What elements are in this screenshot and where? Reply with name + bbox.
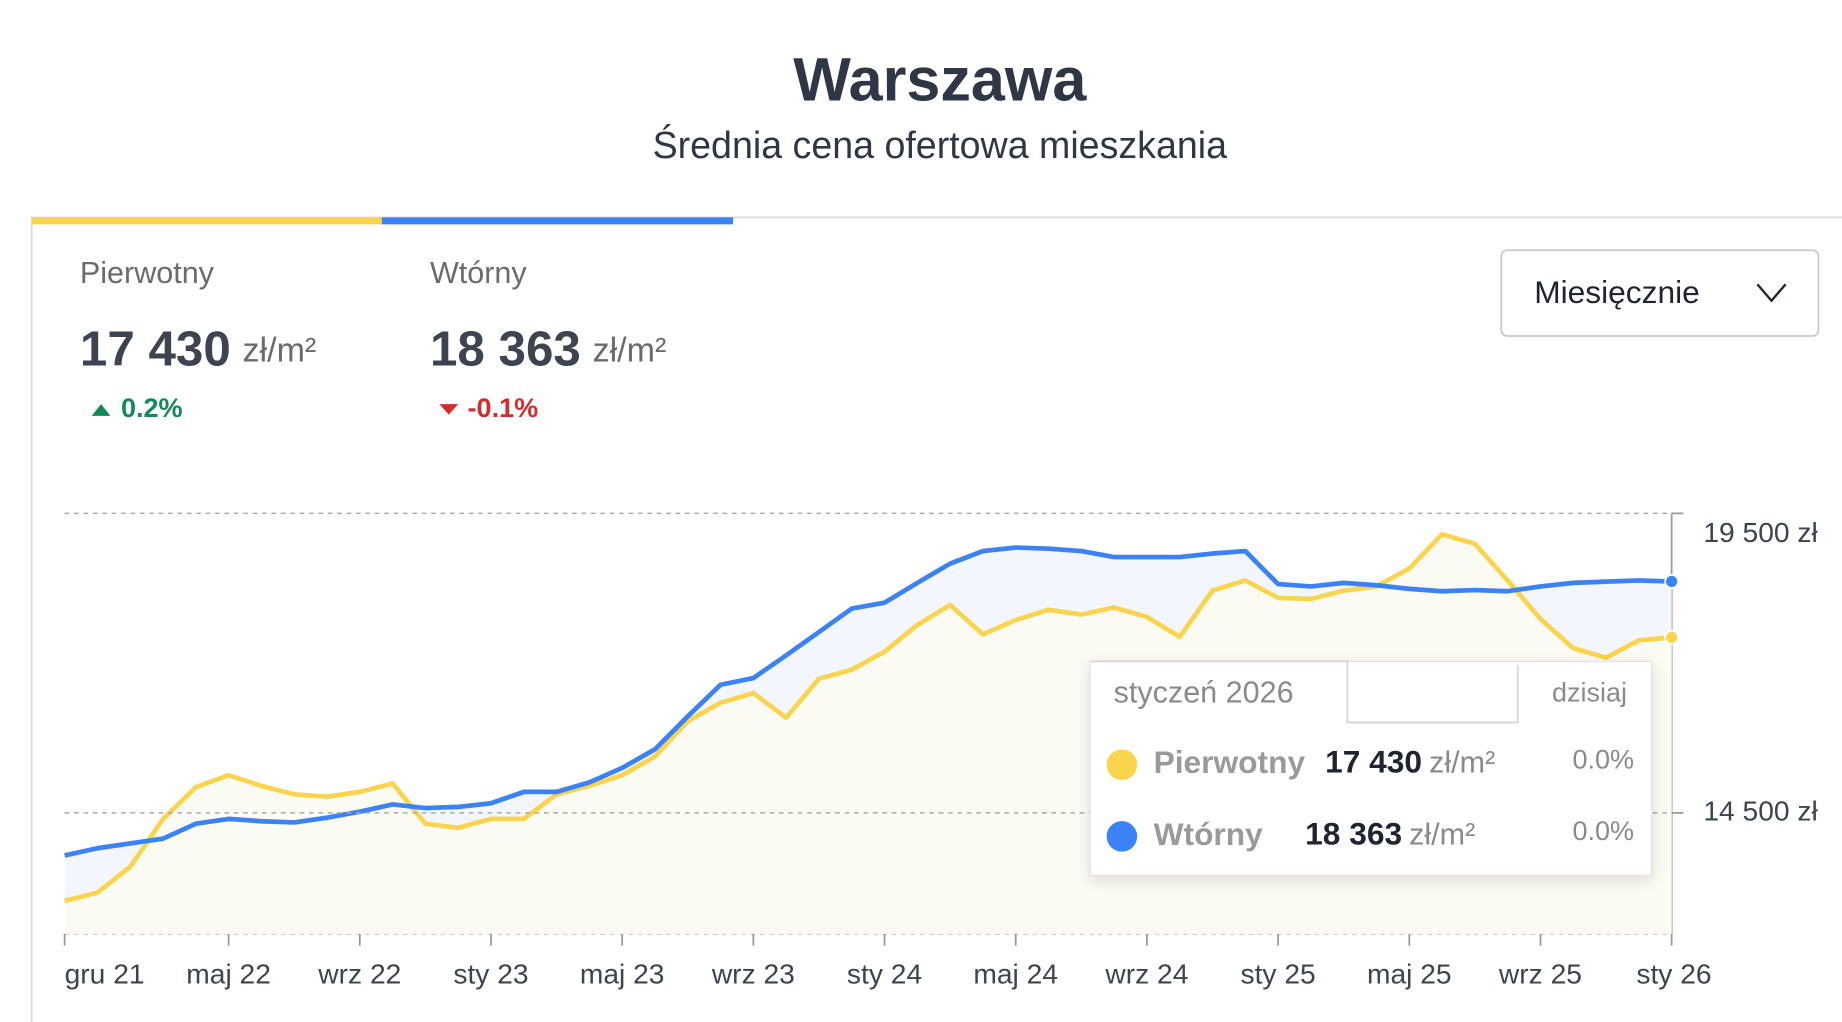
dropdown-label[interactable]: Miesięcznie	[1534, 274, 1700, 310]
legend-dot	[1106, 749, 1138, 781]
value-unit: zł/m²	[1429, 746, 1495, 780]
current-price: 18 363 zł/m²	[430, 321, 666, 376]
price-unit: zł/m²	[593, 331, 667, 369]
y-tick-label: 14 500 zł	[1703, 794, 1818, 826]
x-tick-label: sty 26	[1636, 958, 1711, 990]
tab-indicator[interactable]	[31, 217, 382, 225]
series-line	[64, 545, 1672, 858]
end-point	[1664, 630, 1679, 645]
change-arrow	[439, 404, 459, 415]
value-number: 18 363	[1305, 816, 1402, 852]
change-arrow	[91, 404, 111, 416]
x-tick-label: sty 25	[1240, 958, 1315, 990]
series-label: Wtórny	[430, 256, 527, 290]
x-tick-label: wrz 25	[1498, 958, 1582, 990]
x-tick-label: sty 23	[453, 958, 528, 990]
legend-dot	[1106, 821, 1138, 852]
x-tick-label: gru 21	[65, 958, 145, 990]
lines	[64, 531, 1679, 904]
tooltip-change: 0.0%	[1573, 744, 1635, 774]
tooltip-tab-label: dzisiaj	[1552, 677, 1627, 707]
tooltip-box	[1089, 660, 1653, 876]
subtitle: Średnia cena ofertowa mieszkania	[653, 124, 1228, 166]
series-label: Pierwotny	[80, 256, 215, 290]
value-unit: zł/m²	[1409, 817, 1475, 851]
legend-name: Wtórny	[1154, 816, 1264, 852]
x-tick-label: maj 24	[973, 958, 1058, 990]
tooltip-value: 17 430 zł/m²	[1325, 744, 1495, 780]
chart: 14 500 zł 19 500 zł gru 21 maj 22 wrz 22 sty …	[63, 512, 1818, 990]
series-line	[64, 531, 1672, 904]
tooltip-value: 18 363 zł/m²	[1305, 816, 1475, 852]
tooltip-change: 0.0%	[1573, 816, 1635, 846]
price-value: 18 363	[430, 321, 581, 376]
x-tick-label: wrz 23	[711, 958, 795, 990]
title: Warszawa	[793, 46, 1087, 114]
x-tick-label: wrz 22	[317, 958, 401, 990]
price-value: 17 430	[80, 321, 231, 376]
value-number: 17 430	[1325, 744, 1422, 780]
period-dropdown[interactable]: Miesięcznie	[1500, 249, 1820, 337]
x-tick-label: maj 25	[1367, 958, 1452, 990]
tooltip-tab	[1090, 660, 1519, 724]
y-tick-label: 19 500 zł	[1703, 516, 1818, 548]
x-tick-label: wrz 24	[1104, 958, 1188, 990]
legend-name: Pierwotny	[1154, 744, 1306, 780]
current-price: 17 430 zł/m²	[80, 321, 316, 376]
x-tick-label: sty 24	[847, 958, 922, 990]
change-value: -0.1%	[468, 393, 539, 423]
tooltip-date: styczeń 2026	[1114, 675, 1294, 709]
summary: Pierwotny 17 430 zł/m² 0.2% Wtórny 18 363 zł/m…	[80, 256, 666, 423]
x-tick-label: maj 22	[186, 958, 271, 990]
price-unit: zł/m²	[243, 331, 317, 369]
tab-indicator[interactable]	[381, 217, 734, 225]
change-value: 0.2%	[121, 393, 183, 423]
chevron[interactable]	[1756, 283, 1787, 303]
x-tick-label: maj 23	[580, 958, 665, 990]
end-point	[1664, 574, 1679, 589]
dropdown-box[interactable]	[1500, 249, 1820, 337]
